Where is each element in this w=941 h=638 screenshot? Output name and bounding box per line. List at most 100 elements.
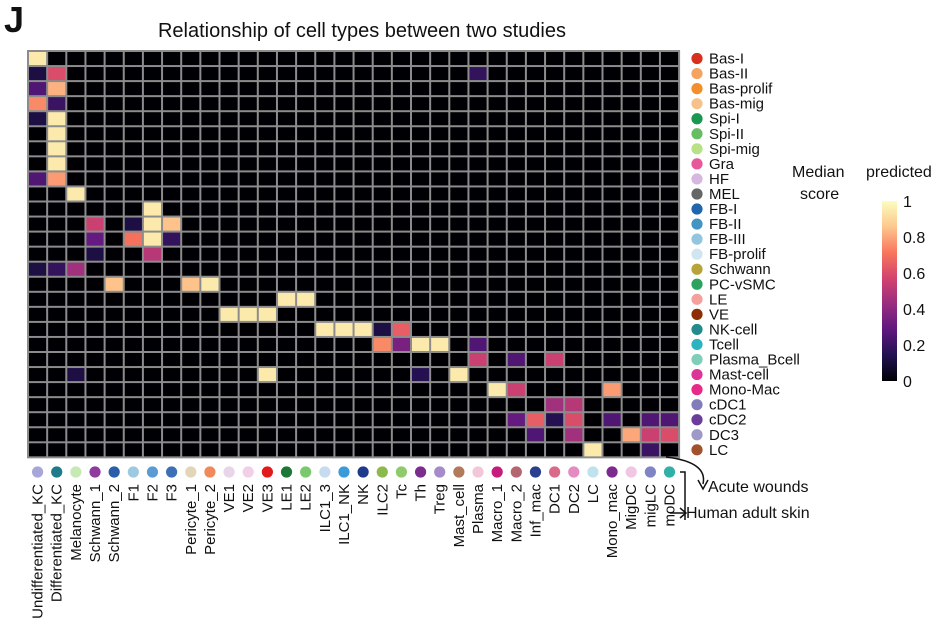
heatmap-cell (316, 187, 334, 201)
heatmap-cell (163, 217, 181, 231)
heatmap-cell (277, 202, 296, 216)
heatmap-cell (335, 142, 353, 156)
heatmap-cell (354, 322, 372, 336)
heatmap-cell (431, 127, 449, 141)
heatmap-cell (86, 428, 104, 442)
colorbar: Median predicted score 1 0.8 0.6 0.4 0.2 0 (792, 164, 932, 391)
heatmap-cell (67, 292, 85, 306)
heatmap-cell (392, 232, 410, 246)
heatmap-cell (67, 67, 85, 81)
row-color-dot (691, 143, 703, 155)
column-label: Inf_mac (527, 484, 544, 538)
heatmap-cell (469, 247, 487, 261)
heatmap-cell (258, 398, 276, 412)
heatmap-cell (412, 127, 430, 141)
heatmap-cell (622, 368, 640, 382)
heatmap-cell (450, 262, 468, 276)
heatmap-cell (354, 187, 372, 201)
colorbar-tick-label: 1 (903, 194, 912, 211)
heatmap-cell (239, 97, 257, 111)
heatmap-cell (450, 97, 468, 111)
column-label: Th (413, 484, 430, 502)
heatmap-cell (124, 443, 142, 457)
heatmap-cell (29, 202, 47, 216)
heatmap-cell (660, 217, 679, 231)
heatmap-cell (48, 157, 66, 171)
heatmap-cell (105, 262, 123, 276)
heatmap-cell (297, 232, 315, 246)
heatmap-cell (526, 368, 545, 382)
row-label: Bas-mig (709, 96, 764, 113)
heatmap-cell (239, 82, 257, 96)
heatmap-cell (565, 383, 583, 397)
heatmap-cell (660, 247, 679, 261)
heatmap-cell (239, 142, 257, 156)
heatmap-cell (277, 127, 296, 141)
heatmap-cell (431, 307, 449, 321)
heatmap-cell (565, 292, 583, 306)
heatmap-cell (124, 127, 142, 141)
heatmap-cell (526, 353, 545, 367)
heatmap-cell (124, 353, 142, 367)
heatmap-cell (469, 428, 487, 442)
heatmap-cell (392, 187, 410, 201)
heatmap-cell (373, 217, 391, 231)
heatmap-cell (316, 262, 334, 276)
heatmap-cell (584, 277, 602, 291)
column-color-dot (529, 466, 542, 478)
heatmap-cell (316, 127, 334, 141)
heatmap-cell (392, 307, 410, 321)
heatmap-cell (316, 428, 334, 442)
heatmap-cell (603, 52, 621, 66)
heatmap-cell (277, 428, 296, 442)
row-color-dot (691, 128, 703, 140)
heatmap-cell (67, 247, 85, 261)
heatmap-cell (641, 413, 659, 427)
heatmap-cell (143, 413, 162, 427)
heatmap-cell (220, 202, 238, 216)
heatmap-cell (143, 127, 162, 141)
heatmap-cell (584, 82, 602, 96)
heatmap-cell (392, 337, 410, 351)
heatmap-cell (67, 337, 85, 351)
heatmap-cell (660, 277, 679, 291)
column-label: VE1 (221, 484, 238, 512)
heatmap-cell (258, 172, 276, 186)
heatmap-cell (105, 142, 123, 156)
heatmap-cell (488, 277, 506, 291)
heatmap-cell (660, 307, 679, 321)
heatmap-cell (622, 292, 640, 306)
heatmap-cell (546, 127, 564, 141)
row-color-dot (691, 414, 703, 426)
heatmap-cell (488, 307, 506, 321)
heatmap-cell (526, 232, 545, 246)
heatmap-cell (335, 292, 353, 306)
heatmap-cell (660, 187, 679, 201)
heatmap-cell (641, 322, 659, 336)
colorbar-title-line1b: predicted (866, 164, 932, 181)
heatmap-cell (660, 172, 679, 186)
heatmap-cell (86, 187, 104, 201)
heatmap-cell (201, 277, 219, 291)
heatmap-cell (258, 322, 276, 336)
heatmap-cell (412, 157, 430, 171)
heatmap-cell (373, 262, 391, 276)
heatmap-cell (354, 157, 372, 171)
heatmap-cell (143, 52, 162, 66)
heatmap-cell (182, 67, 200, 81)
heatmap-cell (641, 443, 659, 457)
heatmap-cell (29, 232, 47, 246)
heatmap-cell (220, 353, 238, 367)
heatmap-cell (335, 368, 353, 382)
heatmap-cell (488, 337, 506, 351)
heatmap-cell (86, 368, 104, 382)
heatmap-cell (105, 413, 123, 427)
heatmap-cell (239, 383, 257, 397)
heatmap-cell (220, 232, 238, 246)
heatmap-cell (622, 127, 640, 141)
heatmap-cell (48, 232, 66, 246)
heatmap-cell (220, 307, 238, 321)
heatmap-cell (143, 202, 162, 216)
heatmap-cell (277, 187, 296, 201)
heatmap-cell (86, 217, 104, 231)
